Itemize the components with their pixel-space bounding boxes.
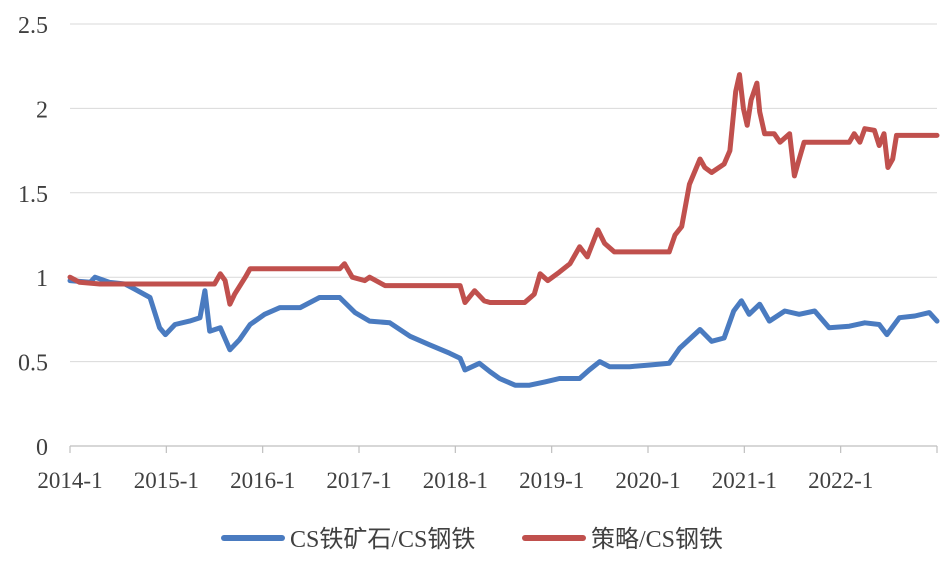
- x-tick-label: 2017-1: [326, 468, 391, 493]
- y-tick-label: 1: [36, 266, 48, 292]
- y-tick-label: 0.5: [18, 351, 48, 377]
- y-tick-label: 2.5: [18, 13, 48, 39]
- series-line-2: [67, 72, 940, 307]
- y-tick-label: 0: [36, 435, 48, 461]
- y-axis: 0 0.5 1 1.5 2 2.5: [18, 13, 48, 461]
- legend: CS铁矿石/CS钢铁 策略/CS钢铁: [221, 526, 723, 553]
- y-tick-label: 2: [36, 97, 48, 123]
- x-tick-label: 2016-1: [230, 468, 295, 493]
- x-tick-label: 2018-1: [423, 468, 488, 493]
- series-line-1: [67, 274, 940, 388]
- series-lines: [67, 72, 940, 388]
- y-tick-label: 1.5: [18, 182, 48, 208]
- x-axis: 2014-1 2015-1 2016-1 2017-1 2018-1 2019-1 2020…: [37, 445, 938, 493]
- x-tick-label: 2021-1: [712, 468, 777, 493]
- x-tick-label: 2014-1: [37, 468, 102, 493]
- x-tick-label: 2020-1: [615, 468, 680, 493]
- x-tick-label: 2019-1: [519, 468, 584, 493]
- x-tick-label: 2015-1: [134, 468, 199, 493]
- legend-label: CS铁矿石/CS钢铁: [290, 526, 475, 553]
- legend-label: 策略/CS钢铁: [591, 526, 723, 553]
- x-tick-label: 2022-1: [808, 468, 873, 493]
- gridlines: [70, 23, 937, 363]
